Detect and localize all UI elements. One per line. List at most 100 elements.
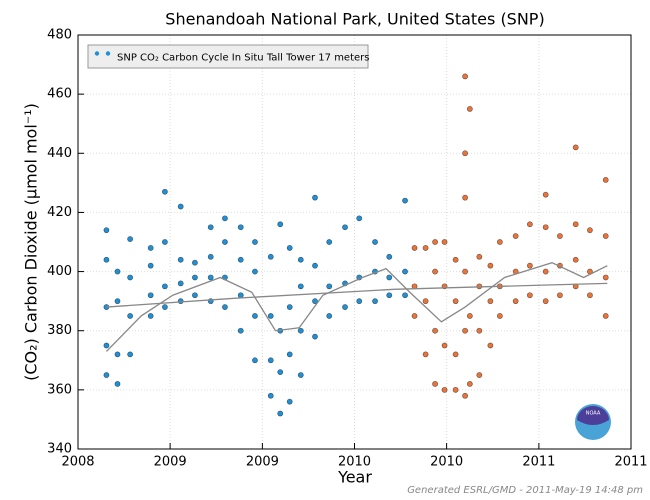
data-point xyxy=(572,256,579,263)
data-point xyxy=(277,410,284,417)
data-point xyxy=(512,233,519,239)
data-point xyxy=(462,150,468,157)
data-point xyxy=(252,239,258,245)
data-point xyxy=(207,274,214,281)
data-point xyxy=(267,357,274,364)
data-point xyxy=(222,215,228,222)
data-point xyxy=(557,233,563,239)
data-point xyxy=(587,227,593,234)
logo-bird xyxy=(577,406,609,425)
data-point xyxy=(432,268,438,275)
data-point xyxy=(147,313,154,319)
data-point xyxy=(602,176,609,183)
data-point xyxy=(386,292,393,299)
noaa-logo: NOAA xyxy=(575,404,611,440)
data-point xyxy=(297,372,304,378)
data-point xyxy=(114,298,121,305)
data-point xyxy=(161,304,168,310)
data-point xyxy=(297,283,304,290)
y-tick-label: 400 xyxy=(47,264,72,279)
data-point xyxy=(114,268,121,275)
data-point xyxy=(326,313,333,319)
data-point xyxy=(466,313,473,319)
data-point xyxy=(496,313,503,319)
curve xyxy=(106,282,608,308)
y-tick-label: 480 xyxy=(47,28,72,43)
data-point xyxy=(496,239,503,245)
x-tick-label: 2011 xyxy=(522,455,555,470)
data-point xyxy=(286,304,293,310)
data-point xyxy=(237,327,244,334)
data-point xyxy=(177,298,184,305)
data-point xyxy=(466,381,473,387)
data-point xyxy=(177,256,184,263)
data-point xyxy=(462,268,468,275)
data-point xyxy=(103,256,110,263)
data-point xyxy=(277,221,284,228)
data-point xyxy=(476,327,483,334)
data-point xyxy=(572,144,579,151)
data-point xyxy=(462,392,468,399)
data-point xyxy=(297,327,304,334)
data-point xyxy=(267,392,274,399)
curve xyxy=(105,262,608,352)
data-point xyxy=(267,313,274,319)
data-point xyxy=(161,283,168,290)
data-point xyxy=(422,351,429,358)
y-tick-label: 440 xyxy=(47,146,72,161)
y-tick-label: 340 xyxy=(47,442,72,457)
data-point xyxy=(147,245,154,251)
data-point xyxy=(222,304,228,310)
plot-frame xyxy=(77,34,632,450)
data-point xyxy=(372,298,378,305)
data-point xyxy=(542,298,549,305)
data-point xyxy=(161,239,168,245)
data-point xyxy=(192,259,198,266)
y-tick-label: 380 xyxy=(47,323,72,338)
data-point xyxy=(441,239,448,245)
data-point xyxy=(103,342,110,349)
data-point xyxy=(326,239,333,245)
data-point xyxy=(441,386,448,393)
data-point xyxy=(452,256,459,263)
data-point xyxy=(487,342,494,349)
chart-title: Shenandoah National Park, United States … xyxy=(165,10,544,29)
data-point xyxy=(127,351,134,358)
data-point xyxy=(114,351,121,358)
data-point xyxy=(312,194,318,201)
data-point xyxy=(512,298,519,305)
data-point xyxy=(487,262,494,269)
data-point xyxy=(542,191,549,198)
data-point xyxy=(342,224,348,231)
data-point xyxy=(267,253,274,260)
y-tick-label: 360 xyxy=(47,382,72,397)
data-point xyxy=(312,333,318,340)
data-point xyxy=(103,372,110,378)
data-point xyxy=(587,292,593,299)
data-point xyxy=(177,280,184,287)
data-point xyxy=(252,268,258,275)
data-point xyxy=(207,224,214,231)
y-tick-label: 420 xyxy=(47,205,72,220)
data-point xyxy=(602,313,609,319)
data-point xyxy=(356,298,363,305)
data-point xyxy=(237,256,244,263)
logo-text: NOAA xyxy=(586,411,601,417)
x-tick-label: 2009 xyxy=(246,455,279,470)
data-point xyxy=(452,351,459,358)
data-point xyxy=(402,197,408,204)
data-point xyxy=(326,283,333,290)
data-point xyxy=(237,292,244,299)
data-point xyxy=(602,233,609,239)
x-tick-label: 2011 xyxy=(614,455,647,470)
x-tick-label: 2008 xyxy=(61,455,94,470)
data-point xyxy=(312,262,318,269)
data-point xyxy=(432,381,438,387)
data-point xyxy=(177,203,184,210)
data-point xyxy=(526,292,533,299)
data-point xyxy=(386,253,393,260)
data-point xyxy=(386,274,393,281)
data-point xyxy=(127,274,134,281)
